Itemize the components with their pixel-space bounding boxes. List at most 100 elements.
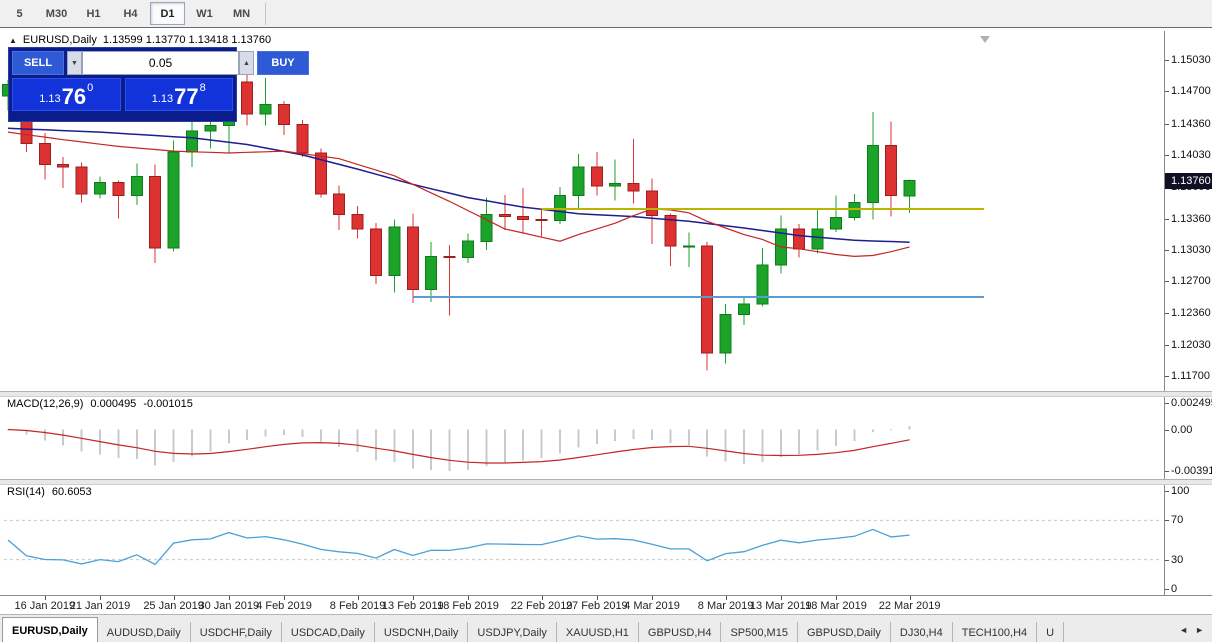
macd-panel: MACD(12,26,9) 0.000495 -0.001015 [0, 395, 1164, 479]
time-axis-label: 8 Feb 2019 [329, 600, 386, 612]
macd-scale-label: -0.003919 [1171, 465, 1212, 477]
buy-button[interactable]: BUY [257, 51, 309, 75]
time-axis[interactable]: 16 Jan 2019 21 Jan 2019 25 Jan 2019 30 Jan … [0, 595, 1212, 616]
time-axis-label: 22 Feb 2019 [510, 600, 573, 612]
timeframe-button-mn[interactable]: MN [232, 7, 251, 20]
chart-tab[interactable]: EURUSD,Daily [2, 617, 98, 642]
price-scale-label: 1.14360 [1171, 117, 1211, 130]
chart-tab[interactable]: U [1037, 622, 1065, 642]
time-axis-label: 21 Jan 2019 [69, 600, 131, 612]
rsi-scale-label: 70 [1171, 514, 1184, 527]
macd-indicator-label: MACD(12,26,9) [7, 398, 84, 410]
tabs-scroll-right-button[interactable]: ► [1195, 624, 1204, 635]
rsi-scale-label: 0 [1171, 583, 1178, 595]
timeframe-button-5[interactable]: 5 [16, 7, 23, 20]
price-scale-label: 1.15030 [1171, 54, 1211, 66]
timeframe-button-h4[interactable]: H4 [123, 7, 138, 20]
sell-button[interactable]: SELL [12, 51, 64, 75]
time-axis-label: 25 Jan 2019 [143, 600, 204, 612]
tabs-scroll-left-button[interactable]: ◄ [1179, 624, 1189, 635]
scale-tick [1165, 249, 1169, 251]
panel-splitter[interactable] [0, 391, 1212, 397]
chart-tab[interactable]: USDCNH,Daily [375, 622, 469, 642]
scale-tick [1165, 313, 1169, 315]
time-axis-tick [412, 596, 414, 600]
macd-signal-line [7, 428, 910, 464]
chart-tab[interactable]: GBPUSD,Daily [798, 622, 891, 642]
horizontal-level-lines [412, 208, 984, 299]
chart-ohlc-values: 1.13599 1.13770 1.13418 1.13760 [102, 34, 272, 46]
chart-tab[interactable]: DJ30,H4 [891, 622, 953, 642]
time-axis-tick [357, 596, 359, 600]
time-axis-tick [652, 596, 653, 600]
time-axis-label: 13 Feb 2019 [381, 600, 444, 612]
chart-tab[interactable]: AUDUSD,Daily [98, 622, 191, 642]
timeframe-button-m30[interactable]: M30 [45, 7, 68, 20]
bid-price-pipette: 0 [87, 82, 94, 94]
volume-control: ▼ ▲ [67, 51, 254, 75]
price-scale-label: 1.11700 [1171, 370, 1210, 382]
volume-input[interactable] [82, 51, 239, 75]
time-axis-tick [100, 596, 101, 600]
chart-symbol-label: EURUSD,Daily [22, 34, 97, 46]
macd-canvas[interactable] [0, 395, 1164, 479]
timeframe-button-h1[interactable]: H1 [86, 7, 101, 20]
chart-title: ▲ EURUSD,Daily 1.13599 1.13770 1.13418 1… [9, 34, 271, 46]
scale-tick [1165, 376, 1169, 377]
volume-increase-button[interactable]: ▲ [239, 51, 254, 75]
chart-tab-bar: EURUSD,Daily AUDUSD,Daily USDCHF,Daily USDC… [0, 614, 1212, 642]
trade-panel-top-row: SELL ▼ ▲ BUY [12, 51, 309, 75]
time-axis-tick [228, 596, 230, 600]
time-axis-label: 30 Jan 2019 [198, 600, 260, 612]
scale-tick [1165, 281, 1169, 283]
macd-main-value: 0.000495 [90, 398, 137, 410]
timeframe-toolbar: 5 M30 H1 H4 D1 W1 MN [0, 0, 1212, 28]
scale-tick [1165, 344, 1169, 346]
rsi-line [7, 528, 910, 566]
toolbar-separator [265, 2, 266, 25]
chart-tab[interactable]: USDJPY,Daily [468, 622, 557, 642]
tab-navigation: ◄ ► [1171, 616, 1212, 642]
scale-tick [1165, 154, 1169, 156]
rsi-canvas[interactable] [0, 483, 1164, 595]
chart-tab[interactable]: USDCHF,Daily [191, 622, 282, 642]
ask-price-pipette: 8 [199, 82, 206, 94]
timeframe-button-w1[interactable]: W1 [196, 7, 213, 20]
scale-tick [1165, 429, 1169, 431]
time-axis-label: 18 Mar 2019 [805, 600, 867, 612]
ma-slow-line [7, 127, 910, 243]
time-axis-tick [44, 596, 46, 600]
time-axis-label: 16 Jan 2019 [14, 600, 76, 612]
price-scale-label: 1.14030 [1171, 148, 1211, 161]
chart-tab[interactable]: TECH100,H4 [953, 622, 1038, 642]
rsi-label-row: RSI(14) 60.6053 [7, 486, 92, 498]
buy-price-button[interactable]: 1.13 77 8 [124, 78, 233, 111]
price-scale-label: 1.13030 [1171, 243, 1211, 256]
price-chart-canvas[interactable] [0, 31, 1164, 391]
rsi-panel: RSI(14) 60.6053 [0, 483, 1164, 595]
rsi-value: 60.6053 [51, 486, 92, 498]
macd-signal-value: -0.001015 [143, 398, 193, 410]
rsi-scale-label: 100 [1171, 485, 1190, 497]
rsi-indicator-label: RSI(14) [7, 486, 45, 498]
volume-decrease-button[interactable]: ▼ [67, 51, 82, 75]
timeframe-button-d1[interactable]: D1 [150, 2, 185, 25]
chart-tab[interactable]: XAUUSD,H1 [557, 622, 639, 642]
price-scale[interactable]: 1.13760 1.15030 1.14700 1.14360 1.14030 1.13… [1164, 31, 1212, 595]
time-axis-label: 27 Feb 2019 [565, 600, 628, 612]
scale-tick [1165, 471, 1169, 472]
scale-tick [1165, 403, 1169, 404]
sell-price-button[interactable]: 1.13 76 0 [12, 78, 121, 111]
price-scale-label: 1.14700 [1171, 85, 1211, 98]
price-scale-label: 1.13360 [1171, 212, 1211, 225]
price-chart-panel: ▲ EURUSD,Daily 1.13599 1.13770 1.13418 1… [0, 31, 1164, 391]
chart-tab[interactable]: USDCAD,Daily [282, 622, 375, 642]
chart-tab[interactable]: GBPUSD,H4 [639, 622, 722, 642]
scale-tick [1165, 491, 1169, 492]
chart-tab[interactable]: SP500,M15 [721, 622, 798, 642]
scale-tick [1165, 520, 1169, 522]
ma-fast-line [7, 131, 910, 258]
panel-splitter[interactable] [0, 479, 1212, 485]
